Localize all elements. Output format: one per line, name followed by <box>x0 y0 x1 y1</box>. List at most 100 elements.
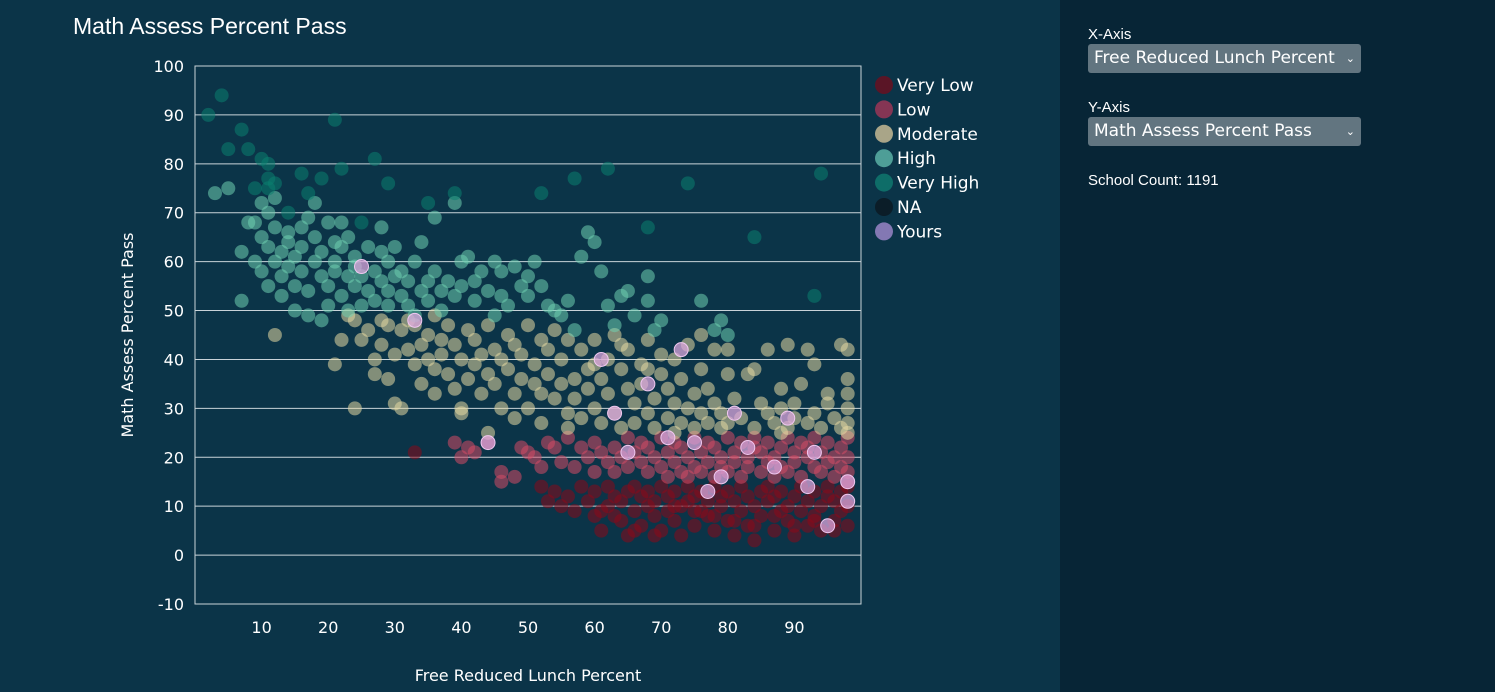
data-point-high <box>567 323 582 338</box>
data-point-moderate <box>800 342 815 357</box>
data-point-high <box>507 259 522 274</box>
data-point-high <box>714 313 729 328</box>
data-point-very-low <box>674 528 689 543</box>
data-point-high <box>261 205 276 220</box>
data-point-moderate <box>394 323 409 338</box>
data-point-high <box>421 274 436 289</box>
data-point-moderate <box>467 332 482 347</box>
data-point-high <box>341 230 356 245</box>
data-point-low <box>600 455 615 470</box>
data-point-very-low <box>580 494 595 509</box>
data-point-moderate <box>487 342 502 357</box>
x-axis-select[interactable]: Free Reduced Lunch Percent ⌄ <box>1088 44 1361 73</box>
data-point-low <box>680 469 695 484</box>
data-point-high <box>447 288 462 303</box>
data-point-moderate <box>720 367 735 382</box>
legend-marker-very-low <box>875 76 893 94</box>
data-point-high <box>254 195 269 210</box>
data-point-high <box>441 274 456 289</box>
data-point-high <box>287 303 302 318</box>
data-point-moderate <box>421 352 436 367</box>
data-point-low <box>547 440 562 455</box>
data-point-very-low <box>727 494 742 509</box>
data-point-very-low <box>734 479 749 494</box>
x-tick-label: 80 <box>718 618 738 637</box>
data-point-very-low <box>747 518 762 533</box>
data-point-very-high <box>680 176 695 191</box>
data-point-moderate <box>827 411 842 426</box>
data-point-moderate <box>654 347 669 362</box>
chart-panel: Math Assess Percent Pass 100 90 80 70 60 50 40… <box>73 13 980 685</box>
data-point-moderate <box>414 376 429 391</box>
legend-label-high: High <box>897 149 936 169</box>
data-point-moderate <box>334 332 349 347</box>
data-point-very-low <box>767 523 782 538</box>
data-point-high <box>381 298 396 313</box>
chevron-down-icon: ⌄ <box>1345 52 1355 65</box>
data-point-very-high <box>294 166 309 181</box>
data-point-moderate <box>620 381 635 396</box>
data-point-moderate <box>700 416 715 431</box>
data-point-moderate <box>481 318 496 333</box>
data-point-low <box>620 460 635 475</box>
data-point-high <box>267 220 282 235</box>
data-point-very-high <box>567 171 582 186</box>
data-point-yours <box>740 439 756 455</box>
data-point-very-low <box>814 499 829 514</box>
data-point-moderate <box>540 367 555 382</box>
legend-marker-yours <box>875 222 893 241</box>
data-point-very-low <box>767 508 782 523</box>
data-point-high <box>640 269 655 284</box>
data-point-very-low <box>840 518 855 533</box>
data-point-low <box>580 450 595 465</box>
data-point-very-low <box>747 533 762 548</box>
data-point-moderate <box>441 318 456 333</box>
data-point-low <box>660 445 675 460</box>
data-point-high <box>694 293 709 308</box>
data-point-high <box>494 264 509 279</box>
data-point-low <box>727 445 742 460</box>
x-axis-select-value: Free Reduced Lunch Percent <box>1094 48 1335 68</box>
data-point-moderate <box>547 323 562 338</box>
data-point-moderate <box>501 362 516 377</box>
data-point-high <box>501 298 516 313</box>
data-point-moderate <box>640 332 655 347</box>
data-point-very-low <box>647 494 662 509</box>
data-point-low <box>467 445 482 460</box>
data-point-high <box>447 195 462 210</box>
data-point-moderate <box>267 328 282 342</box>
data-point-low <box>814 464 829 479</box>
y-axis-control-label: Y-Axis <box>1088 99 1130 116</box>
data-point-moderate <box>600 386 615 401</box>
y-tick-label: 50 <box>164 302 184 321</box>
data-point-yours <box>407 312 423 328</box>
legend-marker-moderate <box>875 124 893 143</box>
data-point-high <box>414 235 429 250</box>
data-point-very-high <box>261 156 276 171</box>
data-point-high <box>247 254 262 269</box>
data-point-moderate <box>807 406 822 421</box>
data-point-moderate <box>540 342 555 357</box>
data-point-moderate <box>521 318 535 333</box>
data-point-very-low <box>707 508 722 523</box>
data-point-very-low <box>774 484 789 499</box>
data-point-high <box>274 288 289 303</box>
data-point-low <box>574 440 589 455</box>
data-point-very-high <box>640 220 655 235</box>
data-point-high <box>307 195 322 210</box>
data-point-high <box>574 249 589 264</box>
data-point-high <box>421 293 436 308</box>
data-point-very-low <box>827 494 842 509</box>
legend-marker-na <box>875 198 893 216</box>
data-point-moderate <box>707 396 722 411</box>
data-point-moderate <box>840 416 855 431</box>
data-point-moderate <box>574 342 589 357</box>
data-point-yours <box>660 430 676 446</box>
y-axis-select[interactable]: Math Assess Percent Pass ⌄ <box>1088 117 1361 146</box>
data-point-moderate <box>687 386 702 401</box>
data-point-moderate <box>794 376 809 391</box>
data-point-moderate <box>454 406 469 421</box>
data-point-yours <box>726 405 742 421</box>
data-point-moderate <box>447 337 462 352</box>
data-point-low <box>447 435 462 450</box>
